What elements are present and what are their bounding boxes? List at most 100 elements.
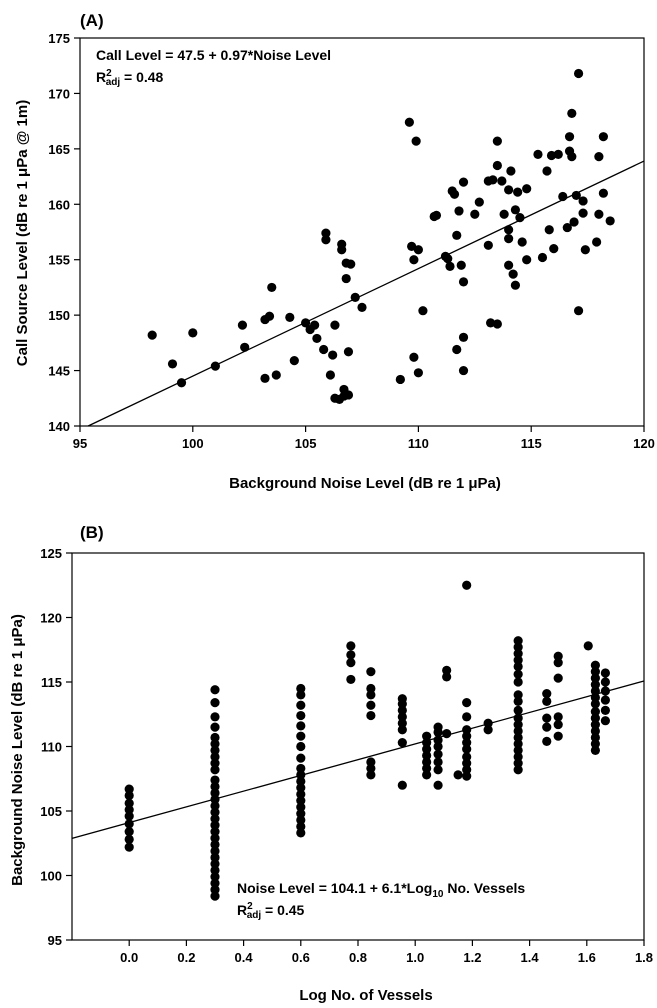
- a-data-point: [522, 184, 532, 194]
- panel-b-plot-frame: [71, 552, 645, 941]
- b-data-point: [590, 732, 600, 743]
- a-data-point: [553, 149, 563, 159]
- b-data-point: [346, 641, 356, 651]
- b-data-point: [513, 649, 523, 659]
- a-data-point: [510, 280, 521, 290]
- b-data-point: [210, 739, 220, 749]
- b-data-point: [210, 891, 220, 901]
- b-data-point: [590, 679, 600, 690]
- b-data-point: [397, 694, 407, 704]
- a-y-tick-label: 175: [48, 31, 70, 46]
- a-y-tick-label: 150: [48, 308, 70, 323]
- a-data-point: [571, 190, 581, 201]
- b-data-point: [600, 716, 610, 726]
- panel-a-y-axis-label: Call Source Level (dB re 1 μPa @ 1m): [14, 100, 31, 366]
- panel-b-label: (B): [80, 523, 104, 542]
- a-data-point: [445, 261, 455, 271]
- b-data-point: [210, 745, 220, 755]
- b-data-point: [397, 705, 407, 715]
- a-x-tick-label: 110: [408, 436, 429, 451]
- b-x-tick-label: 0.2: [177, 950, 195, 965]
- a-data-point: [395, 374, 405, 385]
- a-data-point: [321, 235, 331, 245]
- b-data-point: [433, 780, 443, 790]
- a-data-point: [310, 320, 320, 330]
- a-data-point: [449, 189, 460, 199]
- a-data-point: [289, 355, 299, 366]
- a-data-point: [513, 187, 523, 197]
- b-data-point: [542, 736, 552, 746]
- b-data-point: [422, 744, 432, 754]
- b-data-point: [590, 707, 600, 717]
- b-data-point: [296, 796, 306, 806]
- a-data-point: [492, 160, 502, 171]
- b-data-point: [542, 689, 552, 699]
- a-y-tick-label: 140: [48, 419, 70, 434]
- b-data-point: [590, 719, 600, 730]
- b-data-point: [397, 738, 407, 748]
- b-data-point: [422, 750, 432, 761]
- a-data-point: [321, 228, 331, 238]
- b-data-point: [462, 752, 472, 762]
- b-data-point: [210, 758, 220, 768]
- b-data-point: [483, 725, 493, 735]
- b-data-point: [210, 859, 220, 869]
- b-data-point: [296, 700, 306, 710]
- b-data-point: [442, 672, 452, 682]
- a-data-point: [404, 117, 414, 127]
- a-x-tick-label: 100: [182, 436, 204, 451]
- panel-b-equation: Noise Level = 104.1 + 6.1*Log10 No. Vess…: [237, 880, 525, 900]
- b-data-point: [346, 658, 356, 668]
- b-data-point: [513, 677, 523, 687]
- a-data-point: [264, 311, 275, 321]
- b-data-point: [513, 758, 523, 768]
- b-data-point: [210, 807, 220, 817]
- b-data-point: [600, 677, 610, 687]
- b-data-point: [210, 712, 220, 722]
- b-data-point: [590, 673, 600, 683]
- a-data-point: [488, 175, 498, 185]
- a-data-point: [413, 245, 423, 255]
- a-data-point: [544, 225, 554, 235]
- b-data-point: [583, 641, 593, 651]
- b-data-point: [210, 865, 220, 875]
- a-data-point: [567, 108, 577, 118]
- b-data-point: [600, 668, 610, 678]
- b-data-point: [210, 878, 220, 888]
- a-data-point: [312, 333, 322, 344]
- a-data-point: [458, 277, 469, 287]
- panel-a: (A) 95 100 105 110 115 120 140 145 150 155 160 165 1…: [14, 11, 655, 492]
- b-data-point: [553, 712, 563, 722]
- a-data-point: [580, 245, 590, 255]
- b-y-tick-label: 100: [40, 869, 62, 884]
- b-data-point: [210, 801, 220, 811]
- b-data-point: [296, 815, 306, 825]
- b-data-point: [210, 814, 220, 824]
- a-data-point: [337, 245, 347, 255]
- a-data-point: [506, 166, 516, 176]
- a-data-point: [578, 196, 588, 206]
- a-data-point: [573, 306, 584, 316]
- a-data-point: [411, 136, 421, 146]
- a-data-point: [167, 359, 178, 369]
- b-data-point: [553, 719, 563, 730]
- panel-a-regression-line: [87, 160, 645, 427]
- b-data-point: [462, 771, 472, 781]
- b-data-point: [422, 757, 432, 767]
- b-data-point: [553, 731, 563, 741]
- b-data-point: [366, 667, 376, 677]
- a-data-point: [578, 208, 588, 218]
- a-data-point: [504, 234, 514, 244]
- a-data-point: [431, 210, 442, 220]
- b-data-point: [542, 696, 552, 706]
- a-data-point: [343, 347, 354, 357]
- b-x-tick-label: 1.2: [463, 950, 481, 965]
- b-data-point: [513, 696, 523, 706]
- a-data-point: [319, 344, 329, 355]
- b-x-tick-label: 0.0: [120, 950, 138, 965]
- b-data-point: [210, 685, 220, 695]
- b-data-point: [296, 808, 306, 819]
- b-data-point: [210, 885, 220, 895]
- b-data-point: [366, 770, 376, 780]
- b-data-point: [124, 784, 134, 794]
